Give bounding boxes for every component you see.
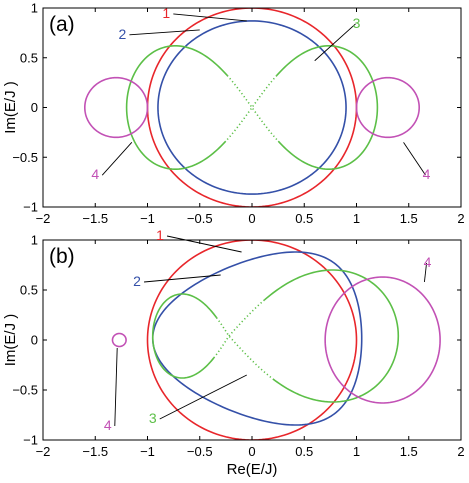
x-tick-label: −0.5 <box>187 444 213 459</box>
annotation-label-2: 2 <box>119 26 127 42</box>
curves <box>83 8 421 207</box>
series-3-curve <box>263 269 400 337</box>
panel-label: (a) <box>49 13 75 36</box>
series-1-curve <box>146 8 358 207</box>
x-tick-label: 0.5 <box>295 211 313 226</box>
annotation-leader <box>403 142 426 176</box>
series-3-curve <box>226 74 279 142</box>
series-3-curve <box>213 299 265 359</box>
x-tick-label: 0 <box>248 211 255 226</box>
x-tick-label: 0 <box>248 444 255 459</box>
series-3-curve <box>225 74 278 142</box>
x-tick-label: −1.5 <box>82 444 108 459</box>
x-tick-label: −0.5 <box>187 211 213 226</box>
series-3-curve <box>125 45 228 170</box>
y-tick-label: 1 <box>31 1 38 16</box>
series-4-curve <box>83 76 149 139</box>
x-tick-label: 1 <box>353 211 360 226</box>
annotation-leader <box>129 29 200 36</box>
series-3-curve <box>277 107 379 170</box>
panel-a: −2 −1.5 −1 −0.5 0 0.5 1 1.5 2 −1 −0.5 0 0.5 1 Im(E/J )… <box>2 1 465 227</box>
y-tick-label: 0.5 <box>20 283 38 298</box>
x-tick-label: 2 <box>457 211 464 226</box>
series-3-curve <box>272 335 400 403</box>
series-1-curve <box>146 240 358 440</box>
y-tick-label: 0.5 <box>20 50 38 65</box>
series-4-curve <box>355 76 421 139</box>
x-tick-label: −2 <box>36 211 51 226</box>
annotation-leader <box>144 274 221 283</box>
series-2-curve <box>157 20 347 195</box>
panel-label: (b) <box>49 245 75 268</box>
annotation-label-4: 4 <box>423 166 431 182</box>
x-tick-label: −1 <box>140 444 155 459</box>
x-tick-label: 1.5 <box>400 211 418 226</box>
x-tick-label: −1.5 <box>82 211 108 226</box>
annotation-leader <box>423 262 428 283</box>
x-tick-label: 1.5 <box>400 444 418 459</box>
panel-b: −2 −1.5 −1 −0.5 0 0.5 1 1.5 2 −1 −0.5 0 0.5 1 Im(E/J )… <box>2 227 465 478</box>
x-tick-label: 1 <box>353 444 360 459</box>
annotation-label-4: 4 <box>104 417 112 433</box>
annotation-leader <box>159 374 247 420</box>
y-tick-label: −1 <box>23 433 38 448</box>
annotation-label-1: 1 <box>156 227 164 243</box>
annotation-leader <box>173 13 247 22</box>
series-3-curve <box>215 317 274 380</box>
annotation-label-4: 4 <box>424 254 432 270</box>
plot-frame <box>42 7 462 208</box>
y-tick-label: −1 <box>23 200 38 215</box>
y-tick-label: −0.5 <box>12 383 38 398</box>
x-tick-label: 0.5 <box>295 444 313 459</box>
annotation-label-4: 4 <box>91 166 99 182</box>
y-axis-title: Im(E/J ) <box>2 81 19 134</box>
annotation-leader <box>101 142 133 176</box>
series-4-curve <box>111 332 127 348</box>
x-tick-label: −1 <box>140 211 155 226</box>
series-4-curve <box>324 276 441 404</box>
y-axis-title: Im(E/J ) <box>2 314 19 367</box>
y-tick-label: 1 <box>31 233 38 248</box>
annotation-label-3: 3 <box>353 15 361 31</box>
y-tick-label: 0 <box>31 333 38 348</box>
series-3-curve <box>151 293 218 379</box>
annotation-label-3: 3 <box>149 410 157 426</box>
x-tick-label: 2 <box>457 444 464 459</box>
annotation-leader <box>114 347 118 427</box>
curves <box>111 240 441 440</box>
annotation-leader <box>314 23 356 62</box>
y-tick-label: −0.5 <box>12 150 38 165</box>
y-tick-label: 0 <box>31 100 38 115</box>
x-axis-title: Re(E/J) <box>227 461 278 478</box>
annotation-leader <box>166 235 242 253</box>
x-tick-label: −2 <box>36 444 51 459</box>
annotation-label-1: 1 <box>162 5 170 21</box>
annotation-label-2: 2 <box>133 273 141 289</box>
